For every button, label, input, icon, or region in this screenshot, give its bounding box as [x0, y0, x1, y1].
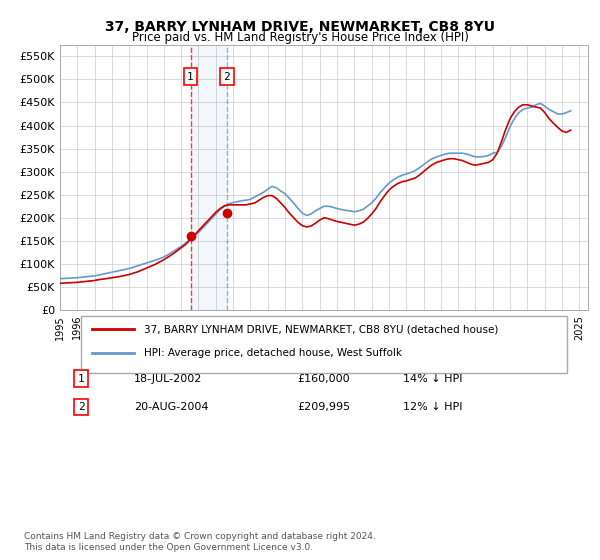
- Text: Price paid vs. HM Land Registry's House Price Index (HPI): Price paid vs. HM Land Registry's House …: [131, 31, 469, 44]
- FancyBboxPatch shape: [81, 316, 567, 372]
- Bar: [191, 45, 227, 310]
- Text: 37, BARRY LYNHAM DRIVE, NEWMARKET, CB8 8YU (detached house): 37, BARRY LYNHAM DRIVE, NEWMARKET, CB8 8…: [145, 324, 499, 334]
- Text: 2: 2: [78, 402, 85, 412]
- Text: HPI: Average price, detached house, West Suffolk: HPI: Average price, detached house, West…: [145, 348, 403, 358]
- Text: 18-JUL-2002: 18-JUL-2002: [134, 374, 202, 384]
- Text: 12% ↓ HPI: 12% ↓ HPI: [403, 402, 463, 412]
- Text: Contains HM Land Registry data © Crown copyright and database right 2024.
This d: Contains HM Land Registry data © Crown c…: [24, 532, 376, 552]
- Text: 37, BARRY LYNHAM DRIVE, NEWMARKET, CB8 8YU: 37, BARRY LYNHAM DRIVE, NEWMARKET, CB8 8…: [105, 20, 495, 34]
- Text: 20-AUG-2004: 20-AUG-2004: [134, 402, 208, 412]
- Text: 14% ↓ HPI: 14% ↓ HPI: [403, 374, 463, 384]
- Text: 2: 2: [224, 72, 230, 82]
- Text: £160,000: £160,000: [298, 374, 350, 384]
- Text: £209,995: £209,995: [298, 402, 351, 412]
- Text: 1: 1: [78, 374, 85, 384]
- Text: 1: 1: [187, 72, 194, 82]
